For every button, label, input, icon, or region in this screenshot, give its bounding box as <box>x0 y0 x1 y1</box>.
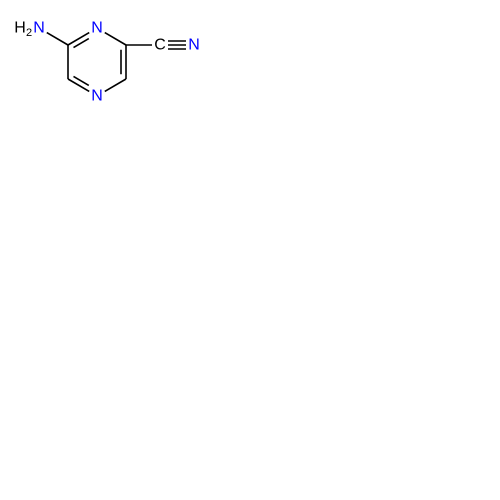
molecule-canvas: NNNH2CN <box>0 0 500 500</box>
bond <box>68 33 89 45</box>
bond <box>68 79 89 91</box>
atom-N_bot: N <box>91 88 103 105</box>
bond <box>105 79 126 91</box>
bond <box>47 33 68 45</box>
atom-H2-sub: 2 <box>26 27 32 39</box>
atom-H2: H <box>14 20 26 37</box>
atom-N_cn: N <box>188 37 200 54</box>
bond <box>105 33 126 45</box>
atom-N_amino: N <box>33 20 45 37</box>
atom-C_cn: C <box>154 37 166 54</box>
atom-N_top: N <box>91 20 103 37</box>
